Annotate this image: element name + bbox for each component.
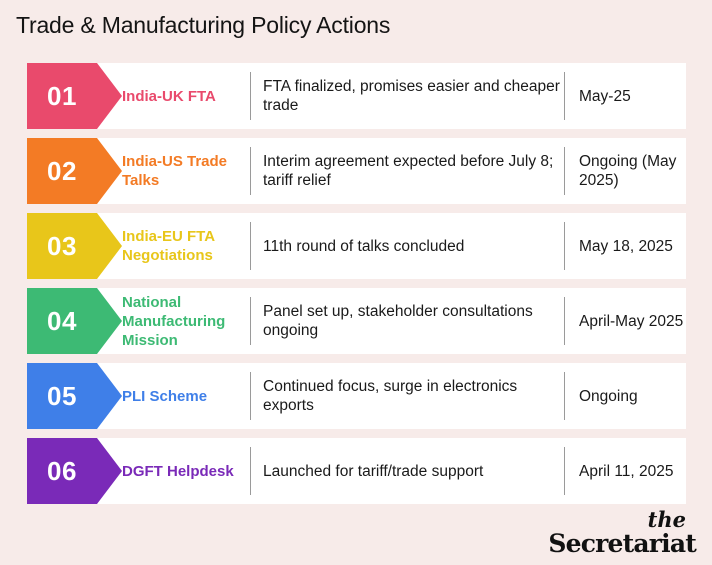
policy-name: DGFT Helpdesk: [122, 462, 234, 480]
policy-name: India-US Trade Talks: [122, 153, 228, 189]
policy-description: 11th round of talks concluded: [263, 237, 465, 255]
number-arrow: 06: [27, 438, 122, 504]
number-arrow: 01: [27, 63, 122, 129]
number-arrow: 05: [27, 363, 122, 429]
policy-row: 03 India-EU FTA Negotiations 11th round …: [27, 213, 686, 279]
divider: [250, 372, 251, 420]
policy-date: Ongoing: [579, 387, 638, 405]
row-number: 05: [47, 380, 77, 411]
policy-name: India-EU FTA Negotiations: [122, 228, 215, 264]
policy-list: 01 India-UK FTA FTA finalized, promises …: [27, 63, 686, 504]
policy-row: 02 India-US Trade Talks Interim agreemen…: [27, 138, 686, 204]
policy-row: 05 PLI Scheme Continued focus, surge in …: [27, 363, 686, 429]
number-arrow: 02: [27, 138, 122, 204]
divider: [564, 147, 565, 195]
policy-row: 04 National Manufacturing Mission Panel …: [27, 288, 686, 354]
number-arrow: 03: [27, 213, 122, 279]
policy-description: Interim agreement expected before July 8…: [263, 153, 554, 189]
policy-name: PLI Scheme: [122, 387, 208, 405]
divider: [564, 447, 565, 495]
policy-row: 01 India-UK FTA FTA finalized, promises …: [27, 63, 686, 129]
row-number: 02: [47, 155, 77, 186]
policy-description: FTA finalized, promises easier and cheap…: [263, 78, 560, 114]
divider: [250, 297, 251, 345]
policy-date: Ongoing (May 2025): [579, 153, 677, 189]
policy-description: Continued focus, surge in electronics ex…: [263, 378, 518, 414]
policy-name: India-UK FTA: [122, 87, 216, 105]
logo-the: the: [647, 507, 686, 532]
number-arrow: 04: [27, 288, 122, 354]
row-number: 04: [47, 305, 77, 336]
divider: [564, 297, 565, 345]
divider: [250, 72, 251, 120]
divider: [250, 147, 251, 195]
policy-name: National Manufacturing Mission: [122, 293, 226, 349]
logo-brand: Secretariat: [548, 529, 696, 558]
policy-date: April-May 2025: [579, 312, 684, 330]
row-number: 03: [47, 230, 77, 261]
policy-description: Panel set up, stakeholder consultations …: [263, 303, 533, 339]
divider: [250, 447, 251, 495]
page-title: Trade & Manufacturing Policy Actions: [16, 12, 391, 38]
row-number: 06: [47, 455, 77, 486]
divider: [250, 222, 251, 270]
divider: [564, 72, 565, 120]
policy-date: April 11, 2025: [579, 462, 674, 480]
policy-date: May 18, 2025: [579, 237, 673, 255]
policy-description: Launched for tariff/trade support: [263, 462, 484, 480]
divider: [564, 222, 565, 270]
policy-date: May-25: [579, 87, 631, 105]
secretariat-logo: the Secretariat: [536, 509, 696, 557]
row-number: 01: [47, 80, 77, 111]
divider: [564, 372, 565, 420]
policy-row: 06 DGFT Helpdesk Launched for tariff/tra…: [27, 438, 686, 504]
